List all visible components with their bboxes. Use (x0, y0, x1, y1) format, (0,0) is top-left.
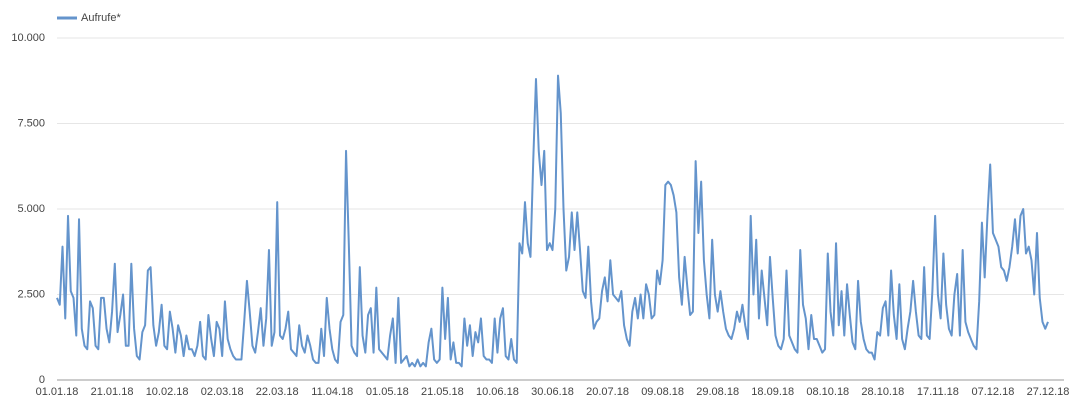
x-tick-label: 18.09.18 (751, 386, 794, 398)
x-tick-label: 27.12.18 (1027, 386, 1070, 398)
x-tick-label: 11.04.18 (311, 386, 353, 398)
x-tick-label: 28.10.18 (861, 386, 904, 398)
x-tick-label: 20.07.18 (586, 386, 629, 398)
x-tick-label: 29.08.18 (696, 386, 739, 398)
x-tick-label: 10.02.18 (146, 386, 189, 398)
x-tick-label: 10.06.18 (476, 386, 519, 398)
y-tick-label: 5.000 (17, 203, 45, 215)
x-tick-label: 22.03.18 (256, 386, 299, 398)
y-tick-label: 7.500 (17, 117, 45, 129)
x-tick-label: 30.06.18 (531, 386, 574, 398)
x-tick-label: 01.05.18 (366, 386, 409, 398)
legend-label: Aufrufe* (81, 12, 121, 24)
y-tick-label: 0 (39, 374, 45, 386)
x-tick-label: 17.11.18 (917, 386, 959, 398)
x-tick-label: 21.01.18 (91, 386, 134, 398)
y-tick-label: 2.500 (17, 288, 45, 300)
x-tick-label: 02.03.18 (201, 386, 244, 398)
x-tick-label: 01.01.18 (36, 386, 79, 398)
data-line (56, 74, 1049, 368)
y-tick-label: 10.000 (11, 32, 45, 44)
x-tick-label: 21.05.18 (421, 386, 464, 398)
x-tick-label: 08.10.18 (806, 386, 849, 398)
x-tick-label: 07.12.18 (972, 386, 1015, 398)
x-tick-label: 09.08.18 (641, 386, 684, 398)
